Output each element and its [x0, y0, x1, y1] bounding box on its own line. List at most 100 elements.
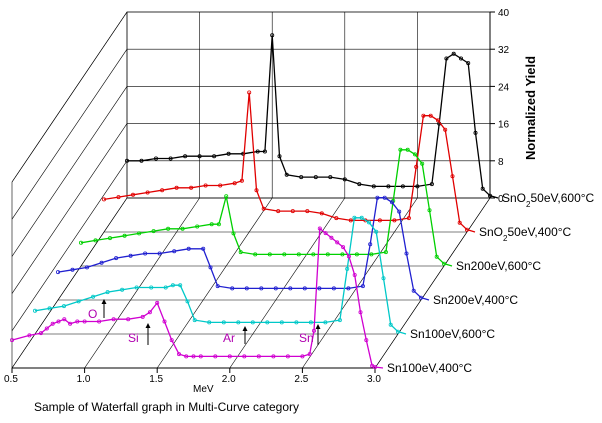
series-line [11, 227, 376, 368]
series-point [151, 229, 156, 234]
series-point [386, 184, 391, 189]
series-point [140, 314, 145, 319]
series-point [145, 190, 150, 195]
series-point [305, 209, 310, 214]
series-point [56, 270, 61, 275]
series-point [231, 231, 236, 236]
series-point [444, 56, 449, 61]
series-label: SnO250eV,400°C [479, 225, 572, 243]
x-tick-label: 1.0 [77, 374, 91, 385]
series-point [47, 306, 52, 311]
series-line [57, 197, 422, 299]
series-point [9, 338, 14, 343]
x-axis-title: MeV [193, 384, 214, 395]
series-point [203, 183, 208, 188]
series-point [404, 251, 409, 256]
series-point [242, 354, 247, 359]
series-point [290, 209, 295, 214]
series-point [232, 181, 237, 186]
series-point [79, 240, 84, 245]
series-point [435, 118, 440, 123]
series-point [434, 254, 439, 259]
series-point [354, 252, 359, 257]
series-point [400, 184, 405, 189]
series-point [250, 320, 255, 325]
series-point [108, 236, 113, 241]
series-point [197, 154, 202, 159]
series-point [198, 354, 203, 359]
y-tick-label: 8 [498, 157, 504, 168]
series-point [317, 226, 322, 231]
series-point [259, 286, 264, 291]
series-point [213, 354, 218, 359]
chart-caption: Sample of Waterfall graph in Multi-Curve… [34, 400, 299, 414]
floor-depth-grid [156, 197, 273, 369]
series-point [208, 265, 213, 270]
series-point [405, 147, 410, 152]
series-point [134, 285, 139, 290]
series-point [102, 197, 107, 202]
series-point [62, 317, 67, 322]
y-tick-label: 32 [498, 45, 510, 56]
series-label: Sn100eV,400°C [387, 361, 472, 375]
x-tick-label: 1.5 [149, 374, 163, 385]
series-point [352, 215, 357, 220]
series-point [307, 352, 312, 357]
series-point [178, 283, 183, 288]
series-point [189, 185, 194, 190]
series-point [313, 175, 318, 180]
left-wall-grid [11, 86, 128, 257]
series-point [244, 286, 249, 291]
series-point [428, 113, 433, 118]
series-point [443, 127, 448, 132]
y-tick-label: 0 [498, 194, 504, 205]
series-point [308, 320, 313, 325]
y-tick-label: 24 [498, 82, 510, 93]
series-point [427, 208, 432, 213]
series-point [153, 156, 158, 161]
series-tail [374, 366, 384, 369]
series-point [412, 152, 417, 157]
series-point [195, 224, 200, 229]
series-point [415, 184, 420, 189]
series-point [346, 254, 351, 259]
chart-grid [11, 11, 495, 373]
series-label: Sn200eV,600°C [456, 259, 541, 273]
series-point [364, 338, 369, 343]
annotation-arrowhead [145, 323, 151, 328]
series-point [128, 253, 133, 258]
series-point [185, 299, 190, 304]
y-tick-label: 16 [498, 120, 510, 131]
series-point [323, 320, 328, 325]
series-point [166, 226, 171, 231]
series-point [282, 252, 287, 257]
series-point [311, 328, 316, 333]
series-point [371, 184, 376, 189]
series-point [406, 216, 411, 221]
series-point [209, 222, 214, 227]
series-point [212, 154, 217, 159]
chart-labels: 0 8 16 24 32 40 0.5 1.0 1.5 2.0 2.5 3.0 SnO250eV,600… [4, 8, 595, 385]
series-point [466, 61, 471, 66]
series-point [421, 113, 426, 118]
series-point [180, 226, 185, 231]
series-point [383, 250, 388, 255]
series-point [398, 147, 403, 152]
series-point [311, 252, 316, 257]
series-point [216, 222, 221, 227]
series-point [285, 354, 290, 359]
series-point [116, 195, 121, 200]
series-point [329, 235, 334, 240]
series-point [125, 158, 130, 163]
series-point [226, 151, 231, 156]
series-point [236, 320, 241, 325]
series-point [85, 265, 90, 270]
series-point [317, 286, 322, 291]
series-point [75, 319, 80, 324]
series-point [99, 260, 104, 265]
series-point [451, 51, 456, 56]
series-point [174, 185, 179, 190]
series-point [296, 252, 301, 257]
series-point [366, 220, 371, 225]
series-point [147, 310, 152, 315]
